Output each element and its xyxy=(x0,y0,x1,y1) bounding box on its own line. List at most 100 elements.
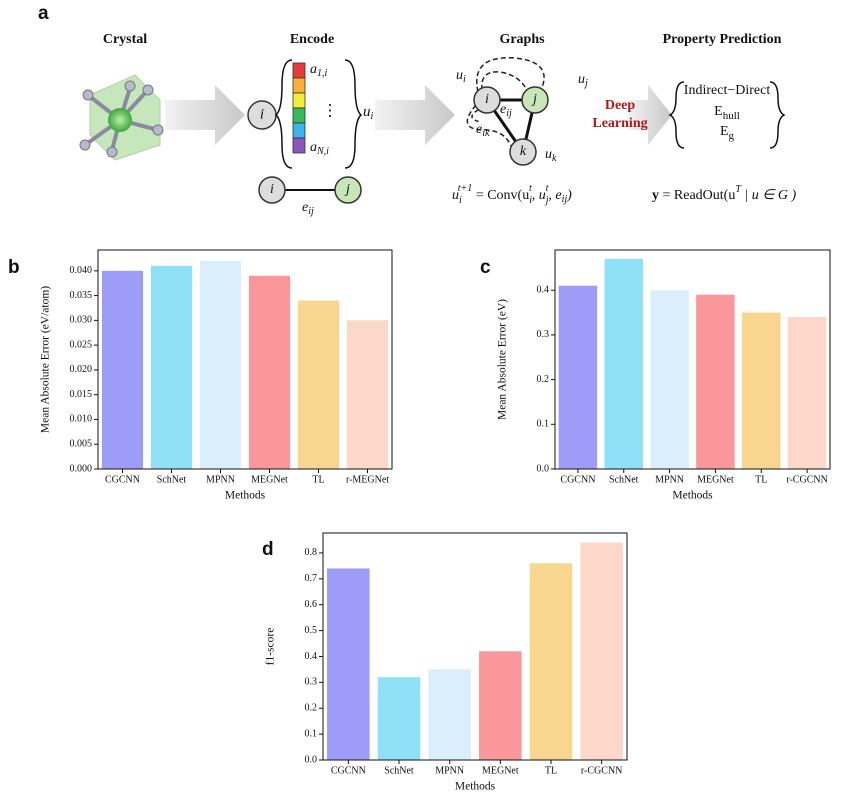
y-tick-label: 0.1 xyxy=(305,728,318,739)
brace xyxy=(769,81,786,149)
bar xyxy=(428,669,471,760)
x-axis-label: Methods xyxy=(225,490,266,502)
bar xyxy=(742,312,781,469)
x-tick-label: MEGNet xyxy=(482,765,519,776)
node xyxy=(473,86,501,114)
node-label: j xyxy=(344,182,350,197)
bar xyxy=(297,300,340,469)
y-tick-label: 0.0 xyxy=(305,754,318,765)
feature-vector xyxy=(292,62,306,154)
deep-learning: Deep xyxy=(605,98,636,113)
x-tick-label: CGCNN xyxy=(331,765,366,776)
x-tick-label: r-CGCNN xyxy=(786,474,827,485)
crystal-icon xyxy=(79,74,164,161)
heading: Property Prediction xyxy=(663,32,782,47)
property: Indirect−Direct xyxy=(684,83,771,98)
x-tick-label: MPNN xyxy=(655,474,684,485)
message xyxy=(471,109,481,123)
node-feature: ui xyxy=(456,68,466,85)
bar xyxy=(650,290,689,469)
plot-frame xyxy=(322,532,628,761)
node-label: i xyxy=(270,182,274,197)
bar xyxy=(558,285,598,469)
y-tick-label: 0.025 xyxy=(70,339,93,350)
x-tick-label: TL xyxy=(545,765,557,776)
feature-label: a1,i xyxy=(310,62,328,79)
message xyxy=(476,57,545,93)
x-tick-label: SchNet xyxy=(157,474,187,485)
bar xyxy=(580,542,623,760)
y-tick-label: 0.7 xyxy=(305,573,318,584)
y-axis-label: f1-score xyxy=(265,628,277,666)
bar xyxy=(604,258,643,469)
property: Ehull xyxy=(714,104,740,121)
bar xyxy=(327,568,370,760)
node-label: j xyxy=(531,92,537,107)
x-tick-label: TL xyxy=(312,474,324,485)
y-tick-label: 0.000 xyxy=(70,463,93,474)
y-tick-label: 0.2 xyxy=(537,374,550,385)
brace xyxy=(274,59,293,169)
y-tick-label: 0.3 xyxy=(537,329,550,340)
heading: Crystal xyxy=(103,32,147,47)
edge-label: eij xyxy=(500,102,512,119)
bar xyxy=(787,317,827,469)
y-tick-label: 0.030 xyxy=(70,315,93,326)
y-tick-label: 0.1 xyxy=(537,419,550,430)
x-axis-label: Methods xyxy=(672,490,713,502)
y-tick-label: 0.2 xyxy=(305,703,318,714)
arrow xyxy=(628,85,672,145)
y-tick-label: 0.020 xyxy=(70,364,93,375)
message xyxy=(466,104,513,149)
property: Eg xyxy=(720,124,735,141)
deep-learning: Learning xyxy=(592,116,647,131)
bar xyxy=(199,260,242,469)
x-tick-label: r-MEGNet xyxy=(346,474,389,485)
bar xyxy=(696,294,735,469)
x-tick-label: SchNet xyxy=(609,474,639,485)
brace xyxy=(344,59,363,169)
heading: Graphs xyxy=(499,32,545,47)
feature-label: aN,i xyxy=(310,140,329,157)
node-feature: uk xyxy=(545,147,557,164)
node-feature: ui xyxy=(363,104,374,122)
bar xyxy=(150,265,193,469)
x-tick-label: MPNN xyxy=(435,765,464,776)
node xyxy=(334,176,362,204)
panel-label: a xyxy=(38,3,49,24)
y-axis-label: Mean Absolute Error (eV/atom) xyxy=(40,286,52,433)
y-tick-label: 0.8 xyxy=(305,547,318,558)
plot-frame xyxy=(554,249,831,470)
y-tick-label: 0.010 xyxy=(70,414,93,425)
x-tick-label: CGCNN xyxy=(105,474,140,485)
x-tick-label: SchNet xyxy=(384,765,414,776)
y-tick-label: 0.4 xyxy=(305,651,318,662)
x-axis-label: Methods xyxy=(455,781,496,793)
y-axis-label: Mean Absolute Error (eV) xyxy=(497,299,509,420)
bar xyxy=(529,563,573,760)
node-label: i xyxy=(485,92,489,107)
edge-label: eij xyxy=(302,200,314,217)
x-tick-label: CGCNN xyxy=(560,474,595,485)
y-tick-label: 0.0 xyxy=(537,463,550,474)
y-tick-label: 0.040 xyxy=(70,265,93,276)
x-tick-label: r-CGCNN xyxy=(581,765,622,776)
bar xyxy=(377,677,421,760)
y-tick-label: 0.4 xyxy=(537,285,550,296)
node-feature: uj xyxy=(578,72,588,89)
y-tick-label: 0.6 xyxy=(305,599,318,610)
node-label: i xyxy=(260,106,264,122)
node xyxy=(258,176,286,204)
y-tick-label: 0.015 xyxy=(70,389,93,400)
y-tick-label: 0.035 xyxy=(70,290,93,301)
node-label: k xyxy=(520,144,527,159)
readout-equation: y = ReadOut(uT | u ∈ G ) xyxy=(652,184,797,203)
x-tick-label: TL xyxy=(755,474,767,485)
bar xyxy=(101,270,144,469)
message xyxy=(481,71,529,93)
panel-label: b xyxy=(8,257,20,278)
arrow xyxy=(375,85,455,145)
y-tick-label: 0.3 xyxy=(305,677,318,688)
panel-label: c xyxy=(480,257,491,278)
